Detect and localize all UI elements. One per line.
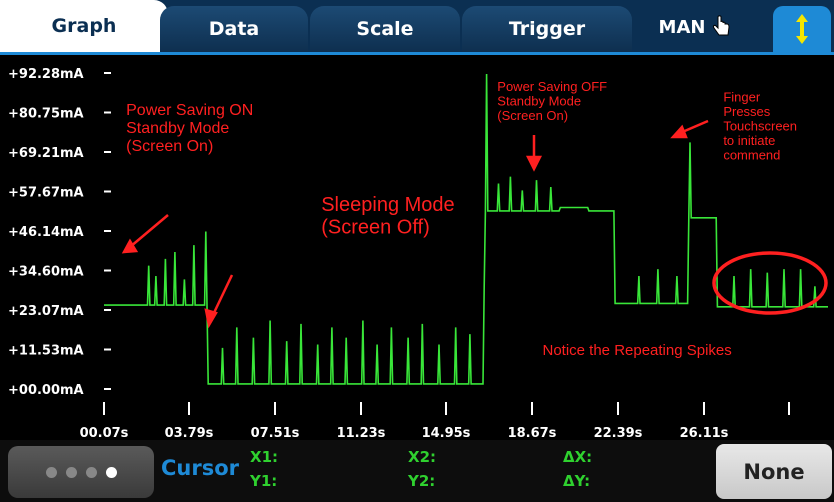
annotation: Notice the Repeating Spikes — [542, 342, 731, 359]
annotation: Finger Presses Touchscreen to initiate comme… — [723, 89, 797, 162]
arrow — [210, 274, 234, 318]
series-layer — [104, 73, 828, 385]
current-graph[interactable]: +92.28mA +80.75mA +69.21mA +57.67mA +46.14mA… — [0, 55, 834, 440]
annotation-line: Notice the Repeating Spikes — [542, 342, 731, 359]
annotation-line: commend — [723, 148, 780, 163]
swipe-screen-button[interactable] — [8, 446, 154, 498]
cursor-y2: Y2: — [408, 472, 436, 490]
x-tick-label: 00.07s — [80, 426, 129, 440]
annotation: Sleeping Mode (Screen Off) — [321, 194, 454, 238]
y-tick-label: +23.07mA — [8, 304, 84, 319]
annotation-line: Power Saving OFF — [497, 79, 607, 94]
y-axis: +92.28mA +80.75mA +69.21mA +57.67mA +46.14mA… — [8, 67, 111, 398]
tab-data[interactable]: Data — [160, 6, 308, 52]
arrow-head — [525, 155, 543, 172]
cursor-dy: ΔY: — [563, 472, 591, 490]
page-dot — [45, 466, 57, 478]
cursor-dx: ΔX: — [563, 448, 593, 466]
tab-graph[interactable]: Graph — [0, 0, 168, 52]
annotation-line: Finger — [723, 89, 761, 104]
scale-toggle-button[interactable] — [773, 6, 831, 52]
annotation-line: (Screen Off) — [321, 216, 430, 238]
page-dot — [85, 466, 97, 478]
up-down-arrows-icon — [796, 14, 808, 44]
y-tick-label: +80.75mA — [8, 107, 84, 122]
annotation: Power Saving OFF Standby Mode (Screen On) — [497, 79, 607, 123]
y-tick-label: +92.28mA — [8, 67, 84, 82]
x-tick-label: 07.51s — [251, 426, 300, 440]
arrow-head — [204, 308, 218, 329]
annotation-arrows — [121, 119, 828, 329]
annotation-line: Standby Mode — [497, 94, 581, 109]
cursor-x1: X1: — [250, 448, 279, 466]
x-tick-label: 22.39s — [594, 426, 643, 440]
current-trace — [104, 73, 828, 385]
annotation-line: Presses — [723, 104, 770, 119]
bottom-bar: Cursor X1: Y1: X2: Y2: ΔX: ΔY: None — [0, 440, 834, 502]
y-tick-label: +46.14mA — [8, 225, 84, 240]
annotation-layer: Power Saving ON Standby Mode (Screen On)Sl… — [126, 79, 797, 359]
x-tick-label: 14.95s — [422, 426, 471, 440]
x-tick-label: 18.67s — [508, 426, 557, 440]
mode-indicator[interactable]: MAN — [640, 6, 750, 48]
annotation-line: Sleeping Mode — [321, 194, 454, 216]
y-tick-label: +69.21mA — [8, 146, 84, 161]
arrow-head — [121, 238, 139, 254]
tab-scale[interactable]: Scale — [310, 6, 460, 52]
x-tick-label: 11.23s — [337, 426, 386, 440]
annotation: Power Saving ON Standby Mode (Screen On) — [126, 102, 253, 155]
cursor-none-button[interactable]: None — [716, 444, 832, 499]
cursor-x2: X2: — [408, 448, 437, 466]
tab-trigger[interactable]: Trigger — [462, 6, 632, 52]
page-dot — [65, 466, 77, 478]
y-tick-label: +00.00mA — [8, 383, 84, 398]
arrow — [129, 214, 169, 248]
highlight-ellipse — [712, 251, 828, 315]
cursor-y1: Y1: — [250, 472, 278, 490]
annotation-line: Power Saving ON — [126, 102, 253, 119]
annotation-line: to initiate — [723, 133, 775, 148]
x-tick-label: 26.11s — [680, 426, 729, 440]
annotation-line: (Screen On) — [497, 108, 568, 123]
cursor-label: Cursor — [161, 456, 240, 480]
x-axis: 00.07s 03.79s 07.51s 11.23s 14.95s 18.67s 22.3… — [80, 402, 790, 440]
annotation-line: Standby Mode — [126, 120, 229, 137]
annotation-line: (Screen On) — [126, 138, 213, 155]
tab-underline — [0, 52, 834, 55]
x-tick-label: 03.79s — [165, 426, 214, 440]
tab-bar: Graph Data Scale Trigger MAN — [0, 0, 834, 52]
y-tick-label: +11.53mA — [8, 344, 84, 359]
y-tick-label: +57.67mA — [8, 186, 84, 201]
mode-label: MAN — [658, 16, 706, 38]
pointing-hand-icon — [713, 15, 730, 36]
y-tick-label: +34.60mA — [8, 265, 84, 280]
arrow-head — [670, 124, 688, 139]
page-dot-active — [105, 466, 117, 478]
annotation-line: Touchscreen — [723, 118, 797, 133]
